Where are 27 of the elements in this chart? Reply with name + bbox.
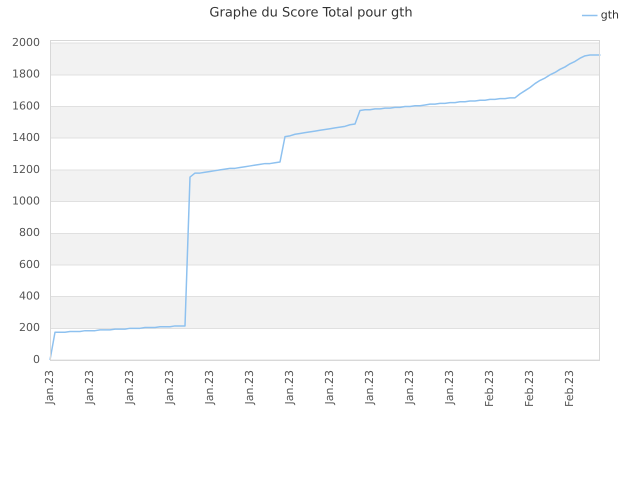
- y-tick-label: 1000: [12, 194, 40, 208]
- x-tick-label: Jan.23: [242, 370, 256, 406]
- x-tick-label: Jan.23: [42, 370, 56, 406]
- y-tick-label: 600: [19, 258, 40, 271]
- y-tick-label: 400: [19, 289, 40, 302]
- x-tick-label: Feb.23: [562, 370, 576, 407]
- y-tick-label: 200: [19, 321, 40, 334]
- chart-title: Graphe du Score Total pour gth: [209, 6, 413, 21]
- y-tick-label: 1400: [12, 131, 40, 144]
- y-tick-label: 800: [19, 226, 40, 240]
- legend-label: gth: [600, 8, 620, 22]
- y-tick-label: 2000: [12, 36, 40, 50]
- x-tick-label: Jan.23: [402, 370, 416, 406]
- x-tick-label: Jan.23: [162, 370, 176, 406]
- x-tick-label: Jan.23: [122, 370, 136, 406]
- x-tick-label: Jan.23: [322, 370, 336, 406]
- y-tick-label: 1600: [12, 99, 40, 112]
- x-tick-label: Jan.23: [362, 370, 376, 406]
- x-tick-label: Feb.23: [522, 370, 536, 407]
- y-tick-label: 0: [33, 352, 40, 366]
- x-tick-label: Jan.23: [442, 370, 456, 406]
- x-tick-label: Jan.23: [282, 370, 296, 406]
- x-tick-label: Jan.23: [82, 370, 96, 406]
- y-tick-label: 1200: [12, 162, 40, 176]
- x-tick-label: Feb.23: [482, 370, 496, 407]
- y-tick-label: 1800: [12, 68, 40, 81]
- x-tick-label: Jan.23: [202, 370, 216, 406]
